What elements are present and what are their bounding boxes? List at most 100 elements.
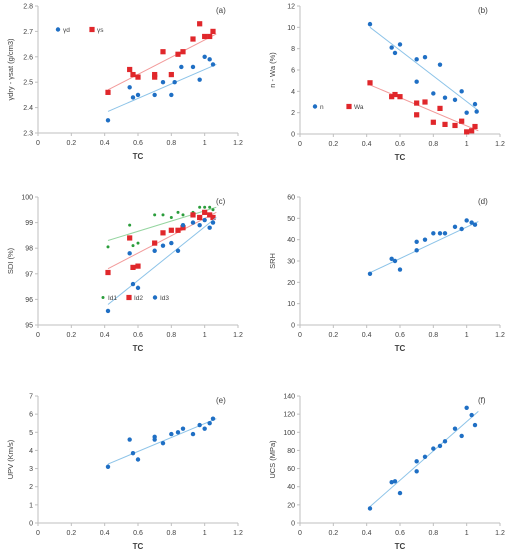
data-point <box>452 224 458 230</box>
x-tick-label: 0.6 <box>395 332 405 339</box>
data-point <box>422 55 428 60</box>
data-point <box>459 89 464 94</box>
data-point <box>472 123 478 130</box>
data-point <box>197 77 202 82</box>
data-point <box>414 469 419 474</box>
data-point <box>135 74 141 80</box>
x-tick-label: 0.4 <box>362 530 372 537</box>
data-point <box>207 57 212 62</box>
data-point <box>469 220 474 225</box>
data-point <box>127 437 132 442</box>
data-point <box>175 51 181 57</box>
data-point <box>422 237 428 242</box>
y-tick-label: 99 <box>25 220 33 227</box>
data-point <box>414 239 419 244</box>
data-point <box>431 231 436 236</box>
legend-marker <box>55 27 61 32</box>
data-point <box>389 94 395 100</box>
data-series <box>105 416 217 469</box>
x-tick-label: 0.6 <box>395 141 405 148</box>
data-point <box>392 91 398 98</box>
data-point <box>442 95 448 100</box>
y-tick-label: 97 <box>25 271 33 278</box>
y-tick-label: 1 <box>29 502 33 509</box>
data-point <box>135 457 141 462</box>
chart-panel: 0 0.2 0.4 0.6 0.8 1 1.2 0 10 20 30 40 50 60 TC SRH (d) <box>268 195 505 354</box>
x-tick-label: 1 <box>203 530 207 537</box>
y-tick-label: 0 <box>291 521 295 528</box>
data-point <box>190 220 196 225</box>
y-tick-label: 20 <box>287 280 295 287</box>
data-series <box>105 209 217 276</box>
legend: n Wa <box>312 103 364 111</box>
y-tick-label: 20 <box>287 502 295 509</box>
legend-label: γd <box>63 27 70 34</box>
x-tick-label: 0.6 <box>133 530 143 537</box>
data-point <box>136 241 140 245</box>
data-point <box>452 122 458 129</box>
data-point <box>190 36 196 42</box>
chart-panel: 0 0.2 0.4 0.6 0.8 1 1.2 95 96 97 98 99 100 TC SDI (%) (… <box>6 195 243 354</box>
y-tick-label: 5 <box>29 430 33 437</box>
data-point <box>367 21 373 27</box>
data-point <box>105 464 111 469</box>
data-point <box>210 220 216 225</box>
data-point <box>437 231 443 236</box>
data-point <box>437 443 443 449</box>
data-point <box>389 256 394 262</box>
data-point <box>459 433 464 439</box>
legend-marker <box>346 103 352 110</box>
data-point <box>437 62 443 67</box>
data-point <box>175 248 181 253</box>
legend-label: γs <box>97 27 104 34</box>
data-point <box>175 430 181 435</box>
data-point <box>464 110 469 115</box>
x-tick-label: 0.8 <box>166 332 176 339</box>
panel-label: (e) <box>216 396 226 405</box>
data-point <box>130 281 136 287</box>
y-tick-label: 8 <box>291 46 295 53</box>
trend-line <box>107 217 217 305</box>
x-tick-label: 1.2 <box>233 140 243 147</box>
legend-marker <box>152 295 158 300</box>
data-point <box>414 248 419 253</box>
trend-line <box>369 26 479 111</box>
y-axis-title: UPV (Km/s) <box>6 439 15 479</box>
data-point <box>169 215 173 219</box>
y-tick-label: 2 <box>291 110 295 117</box>
x-tick-label: 1.2 <box>495 332 505 339</box>
data-point <box>422 454 428 459</box>
x-tick-label: 0 <box>36 332 40 339</box>
data-point <box>127 235 133 241</box>
x-tick-label: 1.2 <box>495 141 505 148</box>
data-point <box>169 240 174 246</box>
y-tick-label: 7 <box>29 394 33 401</box>
data-series <box>367 21 479 115</box>
data-point <box>180 225 186 231</box>
y-tick-label: 50 <box>287 216 295 223</box>
x-tick-label: 0.2 <box>328 141 338 148</box>
legend-marker <box>89 26 95 33</box>
data-point <box>389 479 394 485</box>
data-point <box>135 92 141 98</box>
legend-label: Id3 <box>160 295 169 302</box>
data-point <box>437 105 443 111</box>
x-axis-title: TC <box>133 344 144 353</box>
data-point <box>367 80 373 86</box>
trend-line <box>107 33 217 91</box>
data-point <box>431 446 436 451</box>
data-point <box>397 42 403 47</box>
chart-panel: 0 0.2 0.4 0.6 0.8 1 1.2 0 20 40 60 80 100 120 140 TC UCS… <box>268 394 505 550</box>
data-point <box>130 264 136 270</box>
trend-line <box>369 411 479 508</box>
y-axis-title: SRH <box>268 253 277 269</box>
data-point <box>392 479 398 484</box>
data-point <box>198 205 202 209</box>
data-series <box>105 21 217 95</box>
legend-label: Id1 <box>108 295 117 302</box>
data-point <box>127 251 132 256</box>
y-axis-title: SDI (%) <box>6 247 15 274</box>
x-tick-label: 1 <box>465 332 469 339</box>
x-axis-title: TC <box>395 153 406 162</box>
data-point <box>397 94 403 100</box>
